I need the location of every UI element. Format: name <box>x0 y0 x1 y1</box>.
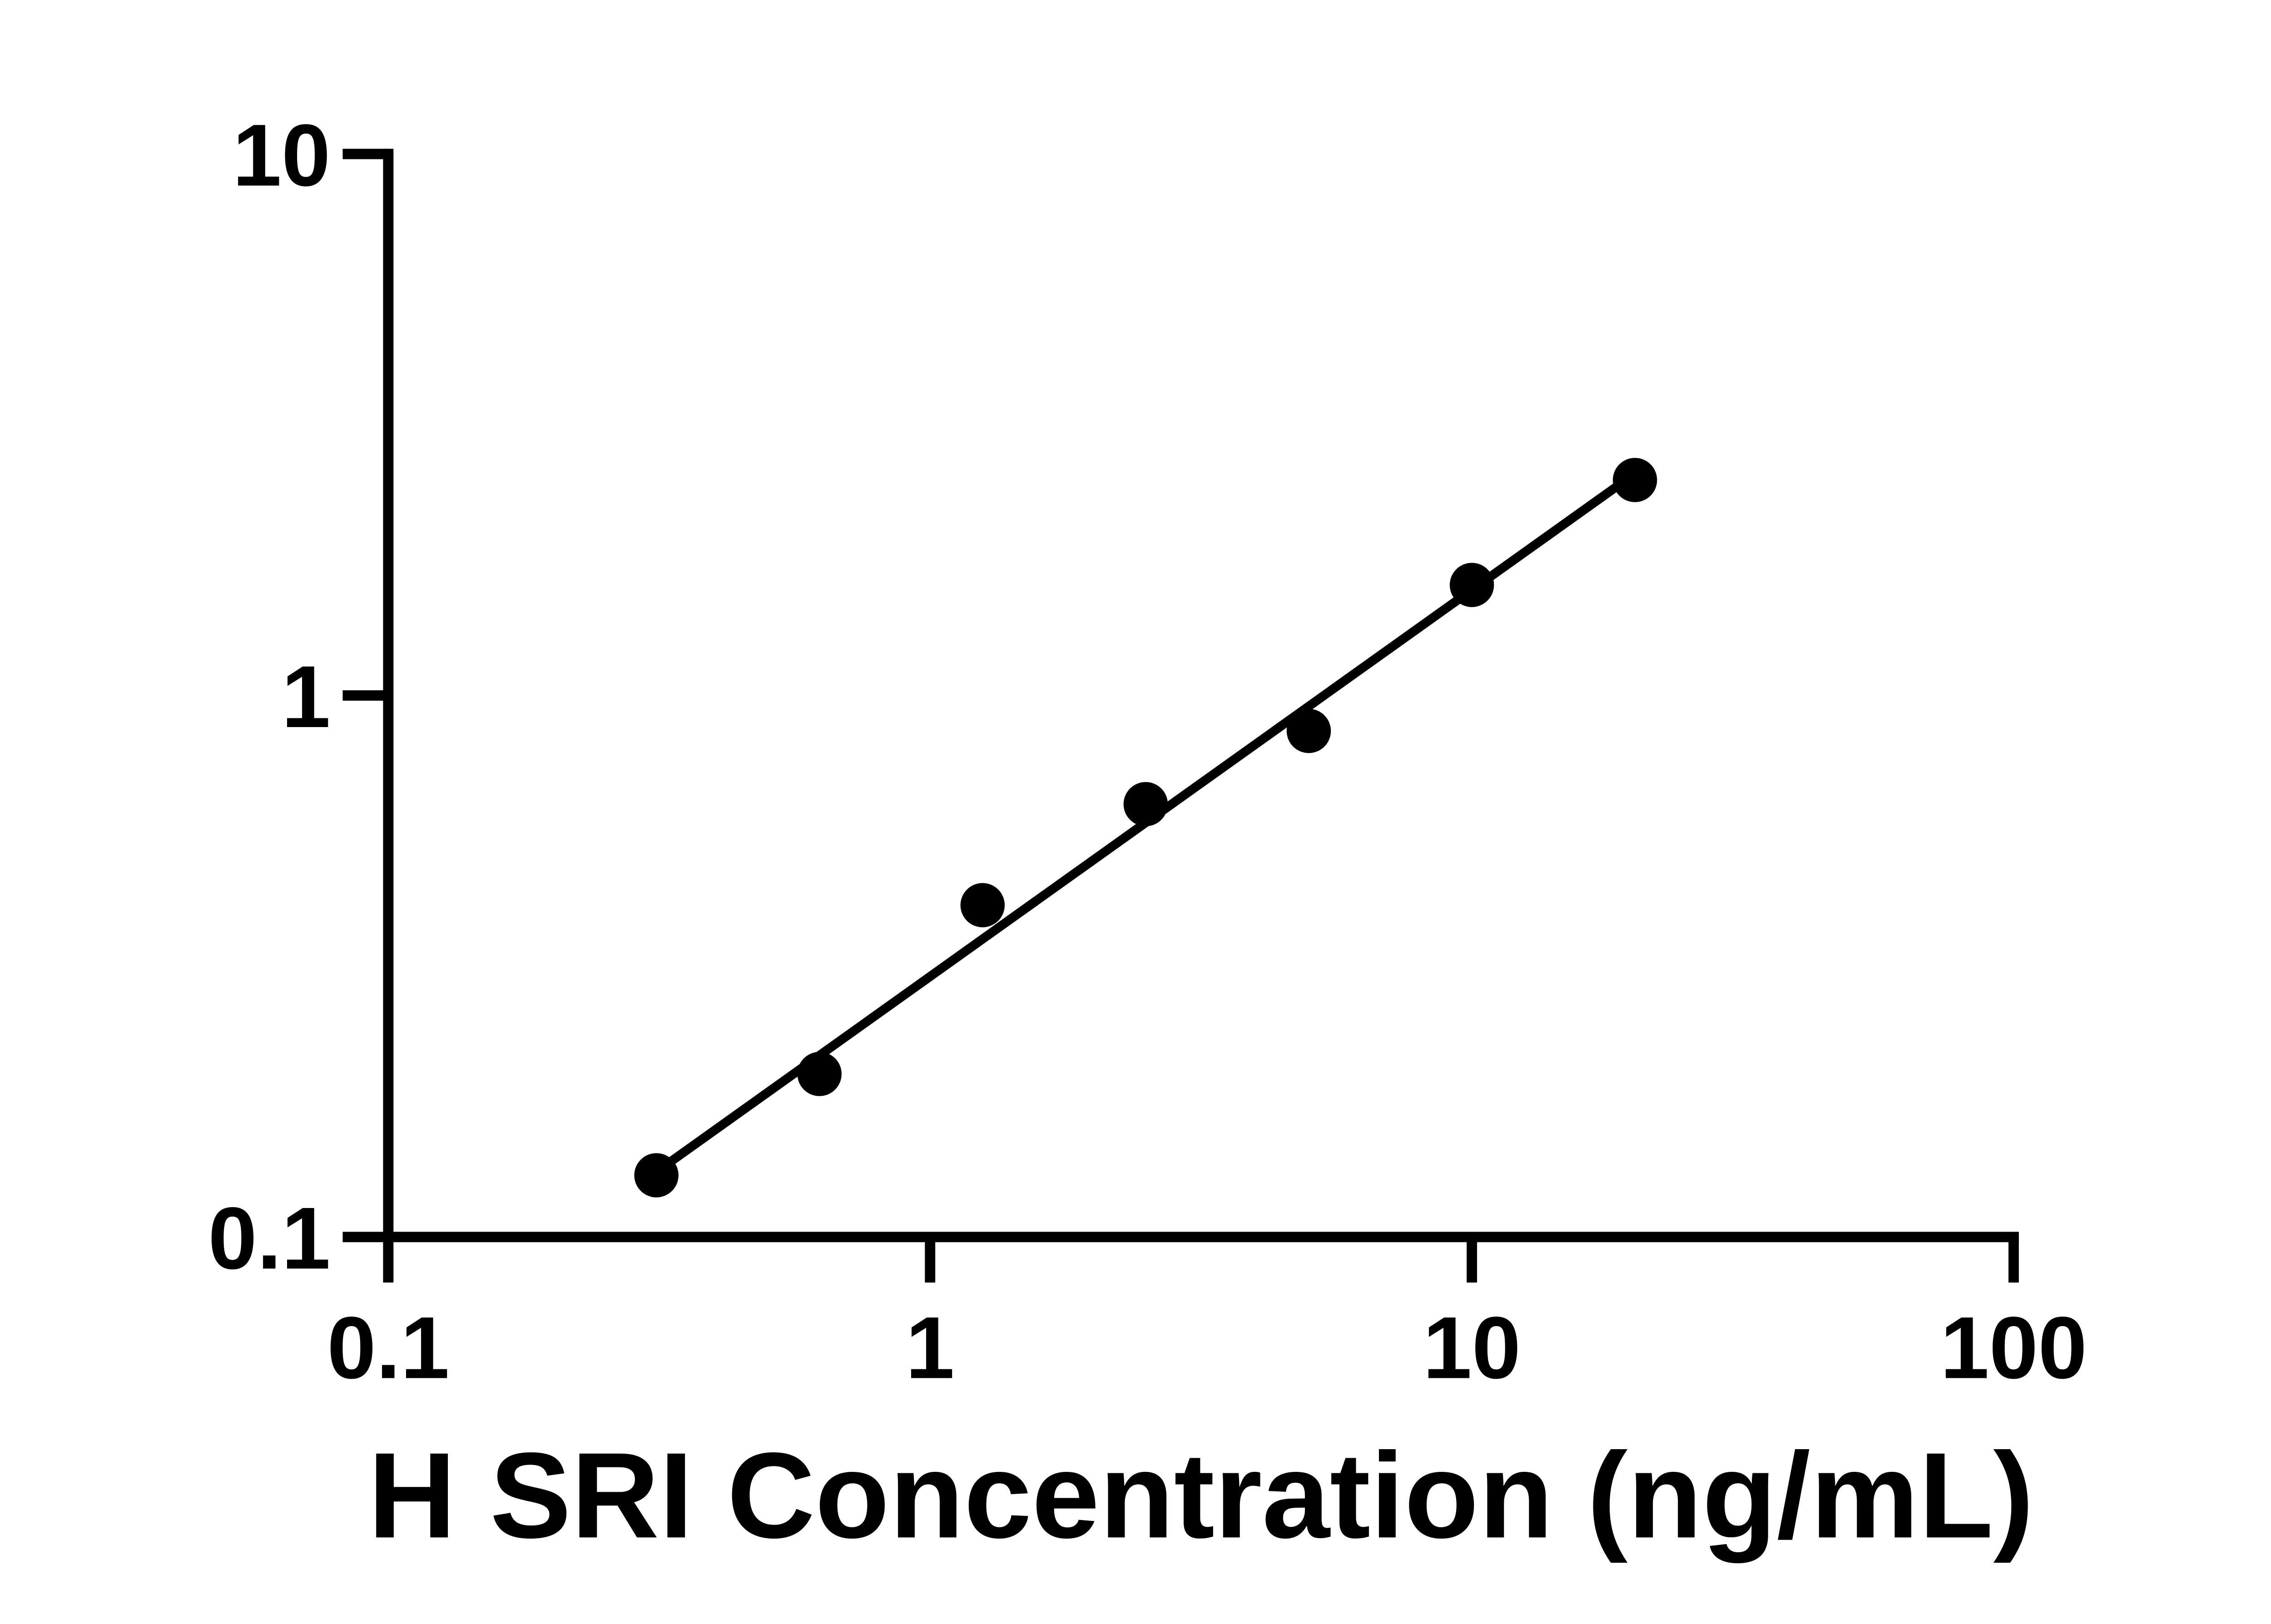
data-point <box>1612 458 1657 502</box>
x-tick-label: 10 <box>1423 1299 1521 1397</box>
data-point <box>797 1052 842 1096</box>
x-axis-title: H SRI Concentration (ng/mL) <box>368 1427 2034 1564</box>
y-tick-label: 0.1 <box>208 1189 330 1287</box>
data-point <box>1123 782 1168 827</box>
x-tick-label: 1 <box>906 1299 955 1397</box>
data-point <box>960 883 1005 927</box>
y-tick-label: 1 <box>282 648 331 746</box>
data-point <box>1449 563 1494 607</box>
data-point <box>634 1153 679 1198</box>
data-point <box>1286 708 1331 753</box>
x-tick-label: 0.1 <box>327 1299 449 1397</box>
x-tick-label: 100 <box>1940 1299 2087 1397</box>
y-tick-label: 10 <box>233 107 331 205</box>
